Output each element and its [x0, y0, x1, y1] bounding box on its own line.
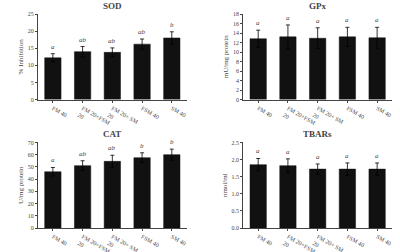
svg-text:ab: ab	[79, 36, 87, 44]
svg-text:16: 16	[233, 21, 239, 27]
svg-text:a: a	[256, 19, 260, 27]
svg-text:60: 60	[28, 152, 34, 158]
svg-text:FM 20+ SM20: FM 20+ SM20	[312, 233, 345, 252]
svg-text:25: 25	[28, 11, 34, 17]
svg-text:ab: ab	[79, 150, 87, 158]
svg-text:20: 20	[28, 201, 34, 207]
svg-text:a: a	[375, 152, 379, 160]
svg-text:50: 50	[28, 164, 34, 170]
svg-text:FM 20+ SM20: FM 20+ SM20	[312, 105, 345, 132]
svg-text:70: 70	[28, 140, 34, 146]
svg-text:a: a	[51, 43, 55, 51]
svg-text:SM 40: SM 40	[375, 105, 392, 118]
svg-text:FM 20+FSM20: FM 20+FSM20	[282, 105, 317, 133]
svg-text:0.5: 0.5	[232, 208, 240, 214]
svg-text:2.5: 2.5	[232, 140, 240, 146]
svg-text:0: 0	[236, 97, 239, 103]
svg-text:SM 40: SM 40	[170, 105, 187, 118]
svg-text:FM 20+ SM20: FM 20+ SM20	[106, 105, 139, 132]
svg-text:10: 10	[233, 49, 239, 55]
svg-text:ab: ab	[108, 37, 116, 45]
svg-text:ab: ab	[138, 28, 146, 36]
svg-text:FSM 40: FSM 40	[345, 233, 365, 248]
svg-text:U/mg protein: U/mg protein	[17, 166, 25, 204]
svg-text:SOD: SOD	[103, 1, 122, 11]
svg-text:a: a	[286, 14, 290, 22]
svg-text:a: a	[345, 152, 349, 160]
svg-text:nmol/ml: nmol/ml	[221, 173, 229, 197]
svg-text:2: 2	[236, 87, 239, 93]
svg-text:0: 0	[31, 225, 34, 231]
svg-text:FM 20+FSM20: FM 20+FSM20	[77, 233, 112, 252]
svg-text:4: 4	[236, 78, 239, 84]
svg-text:a: a	[286, 148, 290, 156]
svg-text:a: a	[316, 17, 320, 25]
svg-text:40: 40	[28, 176, 34, 182]
svg-text:FM 20+FSM20: FM 20+FSM20	[77, 105, 112, 133]
svg-text:18: 18	[233, 11, 239, 17]
svg-text:1.5: 1.5	[232, 174, 240, 180]
svg-text:mU/mg protein: mU/mg protein	[222, 35, 230, 78]
svg-text:a: a	[256, 147, 260, 155]
svg-text:15: 15	[28, 45, 34, 51]
svg-text:FM 40: FM 40	[51, 105, 68, 118]
svg-text:b: b	[140, 142, 144, 150]
svg-text:b: b	[170, 21, 174, 29]
svg-text:14: 14	[233, 30, 239, 36]
svg-text:20: 20	[28, 28, 34, 34]
svg-text:TBARs: TBARs	[303, 129, 332, 139]
svg-text:12: 12	[233, 40, 239, 46]
svg-text:b: b	[170, 138, 174, 146]
svg-text:SM 40: SM 40	[375, 233, 392, 246]
svg-text:FM 20+ SM20: FM 20+ SM20	[106, 233, 139, 252]
svg-text:FM 20+FSM20: FM 20+FSM20	[282, 233, 317, 252]
svg-text:FM 40: FM 40	[51, 233, 68, 246]
svg-text:8: 8	[236, 59, 239, 65]
svg-text:FSM 40: FSM 40	[140, 233, 160, 248]
svg-text:0: 0	[31, 97, 34, 103]
svg-text:10: 10	[28, 62, 34, 68]
svg-text:FM 40: FM 40	[256, 233, 273, 246]
svg-text:ab: ab	[108, 144, 116, 152]
svg-text:SM 40: SM 40	[170, 233, 187, 246]
svg-text:GPx: GPx	[309, 1, 326, 11]
svg-text:a: a	[345, 16, 349, 24]
svg-text:a: a	[51, 156, 55, 164]
svg-text:a: a	[316, 153, 320, 161]
svg-text:1.0: 1.0	[232, 191, 240, 197]
svg-text:30: 30	[28, 188, 34, 194]
svg-text:10: 10	[28, 213, 34, 219]
svg-text:5: 5	[31, 80, 34, 86]
svg-text:% Inhibition: % Inhibition	[17, 39, 25, 75]
svg-text:FM 40: FM 40	[256, 105, 273, 118]
svg-text:CAT: CAT	[103, 129, 121, 139]
svg-text:6: 6	[236, 68, 239, 74]
svg-text:2.0: 2.0	[232, 157, 240, 163]
svg-text:FSM 40: FSM 40	[140, 105, 160, 120]
svg-text:0.0: 0.0	[232, 225, 240, 231]
svg-text:FSM 40: FSM 40	[345, 105, 365, 120]
svg-text:a: a	[375, 16, 379, 24]
